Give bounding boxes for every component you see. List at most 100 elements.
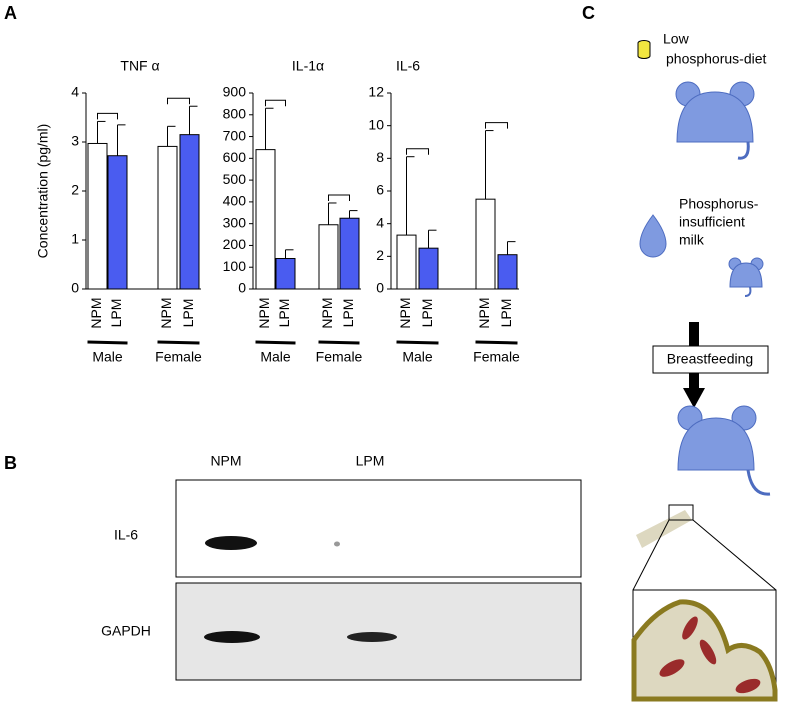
panel-label: A — [4, 3, 17, 23]
marrow — [682, 616, 698, 640]
y-tick-label: 500 — [223, 171, 247, 187]
y-tick-label: 200 — [223, 236, 247, 252]
marrow — [659, 659, 685, 677]
y-tick-label: 0 — [376, 280, 384, 296]
blot-frame — [175, 479, 582, 578]
zoom-line — [692, 519, 777, 591]
column-label: LPM — [356, 453, 385, 469]
y-tick-label: 300 — [223, 214, 247, 230]
group-label: Male — [92, 349, 123, 365]
significance-bracket — [406, 148, 429, 155]
x-tick-label: LPM — [276, 299, 292, 328]
group-underline — [396, 340, 439, 345]
group-label: Male — [402, 349, 433, 365]
bar — [475, 198, 496, 290]
x-tick-label: NPM — [397, 297, 413, 328]
x-tick-label: NPM — [476, 297, 492, 328]
x-tick-label: LPM — [340, 299, 356, 328]
group-underline — [475, 340, 518, 345]
significance-bracket — [328, 194, 350, 201]
milk-label: insufficient — [679, 214, 745, 230]
mouse — [677, 405, 771, 496]
chart-title: TNF α — [120, 58, 159, 74]
bar — [255, 149, 276, 290]
x-tick-label: NPM — [319, 297, 335, 328]
bar — [497, 254, 518, 290]
band — [347, 632, 397, 642]
y-tick-label: 2 — [376, 247, 384, 263]
y-tick-label: 700 — [223, 127, 247, 143]
group-label: Female — [155, 349, 202, 365]
zoom-line — [632, 519, 670, 591]
group-label: Female — [316, 349, 363, 365]
bar — [179, 134, 200, 290]
y-tick-label: 6 — [376, 182, 384, 198]
diet-icon — [637, 43, 651, 59]
milk-label: Phosphorus- — [679, 196, 759, 212]
diet-label: Low — [663, 31, 690, 47]
marrow — [735, 678, 761, 694]
band — [204, 631, 260, 643]
panel-label: C — [582, 3, 595, 23]
y-tick-label: 4 — [376, 214, 384, 230]
chart-title: IL-1α — [292, 58, 324, 74]
group-label: Female — [473, 349, 520, 365]
row-label: IL-6 — [114, 527, 138, 543]
bar — [87, 142, 108, 290]
y-axis-label: Concentration (pg/ml) — [35, 124, 51, 259]
group-underline — [318, 340, 360, 345]
row-label: GAPDH — [101, 623, 151, 639]
significance-bracket — [97, 112, 118, 120]
y-tick-label: 3 — [71, 133, 79, 149]
group-underline — [255, 340, 296, 345]
bar — [396, 234, 417, 290]
y-tick-label: 0 — [238, 280, 246, 296]
chart-title: IL-6 — [396, 58, 420, 74]
zoom-box — [668, 504, 694, 521]
significance-bracket — [167, 97, 190, 105]
diagram: Low phosphorus-diet Phosphorus- insuffic… — [631, 31, 778, 702]
y-tick-label: 2 — [71, 182, 79, 198]
x-tick-label: LPM — [498, 299, 514, 328]
diet-label: phosphorus-diet — [666, 51, 767, 67]
western-blot: NPM LPM IL-6 GAPDH — [101, 453, 582, 681]
panel-label: B — [4, 453, 17, 473]
y-tick-label: 100 — [223, 258, 247, 274]
step-box — [652, 345, 769, 374]
significance-bracket — [485, 122, 508, 129]
y-tick-label: 600 — [223, 149, 247, 165]
y-tick-label: 1 — [71, 231, 79, 247]
milk-drop — [639, 214, 667, 258]
x-tick-label: LPM — [180, 299, 196, 328]
band — [334, 541, 340, 547]
bar — [157, 145, 178, 290]
arrow — [683, 388, 705, 408]
group-underline — [87, 340, 128, 345]
x-tick-label: LPM — [419, 299, 435, 328]
group-underline — [157, 340, 200, 345]
y-tick-label: 0 — [71, 280, 79, 296]
significance-bracket — [265, 99, 286, 107]
blot-frame — [175, 582, 582, 681]
x-tick-label: NPM — [88, 297, 104, 328]
column-label: NPM — [210, 453, 241, 469]
step-label: Breastfeeding — [667, 351, 753, 367]
y-tick-label: 12 — [368, 84, 384, 100]
bar — [275, 258, 296, 290]
bar — [339, 217, 360, 290]
y-tick-label: 800 — [223, 105, 247, 121]
x-tick-label: NPM — [256, 297, 272, 328]
band — [205, 536, 257, 550]
bar — [418, 247, 439, 290]
group-label: Male — [260, 349, 291, 365]
y-tick-label: 8 — [376, 149, 384, 165]
bar — [107, 155, 128, 290]
mouse — [675, 81, 755, 160]
y-tick-label: 400 — [223, 193, 247, 209]
mouse — [728, 257, 764, 297]
x-tick-label: NPM — [158, 297, 174, 328]
y-tick-label: 900 — [223, 84, 247, 100]
milk-label: milk — [679, 232, 705, 248]
marrow — [699, 639, 717, 665]
